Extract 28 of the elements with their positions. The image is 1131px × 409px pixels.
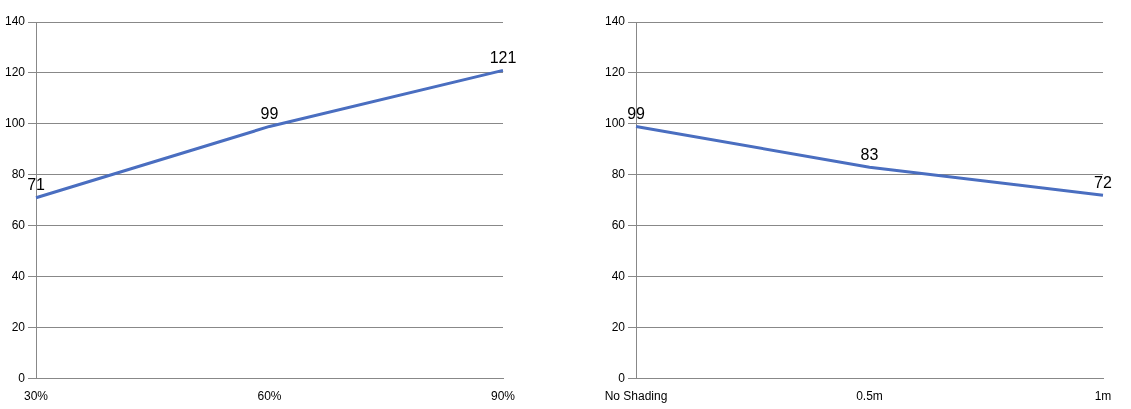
data-label: 83	[860, 145, 879, 163]
y-tick-label: 20	[11, 319, 26, 334]
y-tick-label: 40	[611, 269, 626, 284]
x-tick-label: 1m	[1094, 389, 1112, 404]
x-tick-label: 90%	[490, 389, 516, 404]
y-tick-label: 20	[611, 319, 626, 334]
y-tick-label: 40	[11, 269, 26, 284]
x-tick-label: 0.5m	[856, 389, 883, 404]
y-tick-label: 120	[604, 65, 626, 80]
y-tick-label: 100	[604, 116, 626, 131]
data-label: 99	[627, 104, 646, 122]
y-tick-label: 100	[4, 116, 26, 131]
data-label: 72	[1094, 173, 1112, 191]
y-tick-label: 140	[4, 14, 26, 29]
data-label: 121	[489, 48, 517, 66]
x-tick-label: 30%	[24, 389, 49, 404]
y-tick-label: 140	[604, 14, 626, 29]
y-tick-label: 0	[18, 370, 26, 385]
y-tick-label: 80	[611, 167, 626, 182]
x-tick-label: 60%	[257, 389, 282, 404]
y-tick-label: 0	[618, 370, 626, 385]
y-tick-label: 120	[4, 65, 26, 80]
y-tick-label: 60	[11, 218, 26, 233]
y-tick-label: 80	[11, 167, 26, 182]
x-tick-label: No Shading	[604, 389, 668, 404]
data-label: 71	[27, 176, 46, 194]
data-label: 99	[260, 104, 279, 122]
y-tick-label: 60	[611, 218, 626, 233]
